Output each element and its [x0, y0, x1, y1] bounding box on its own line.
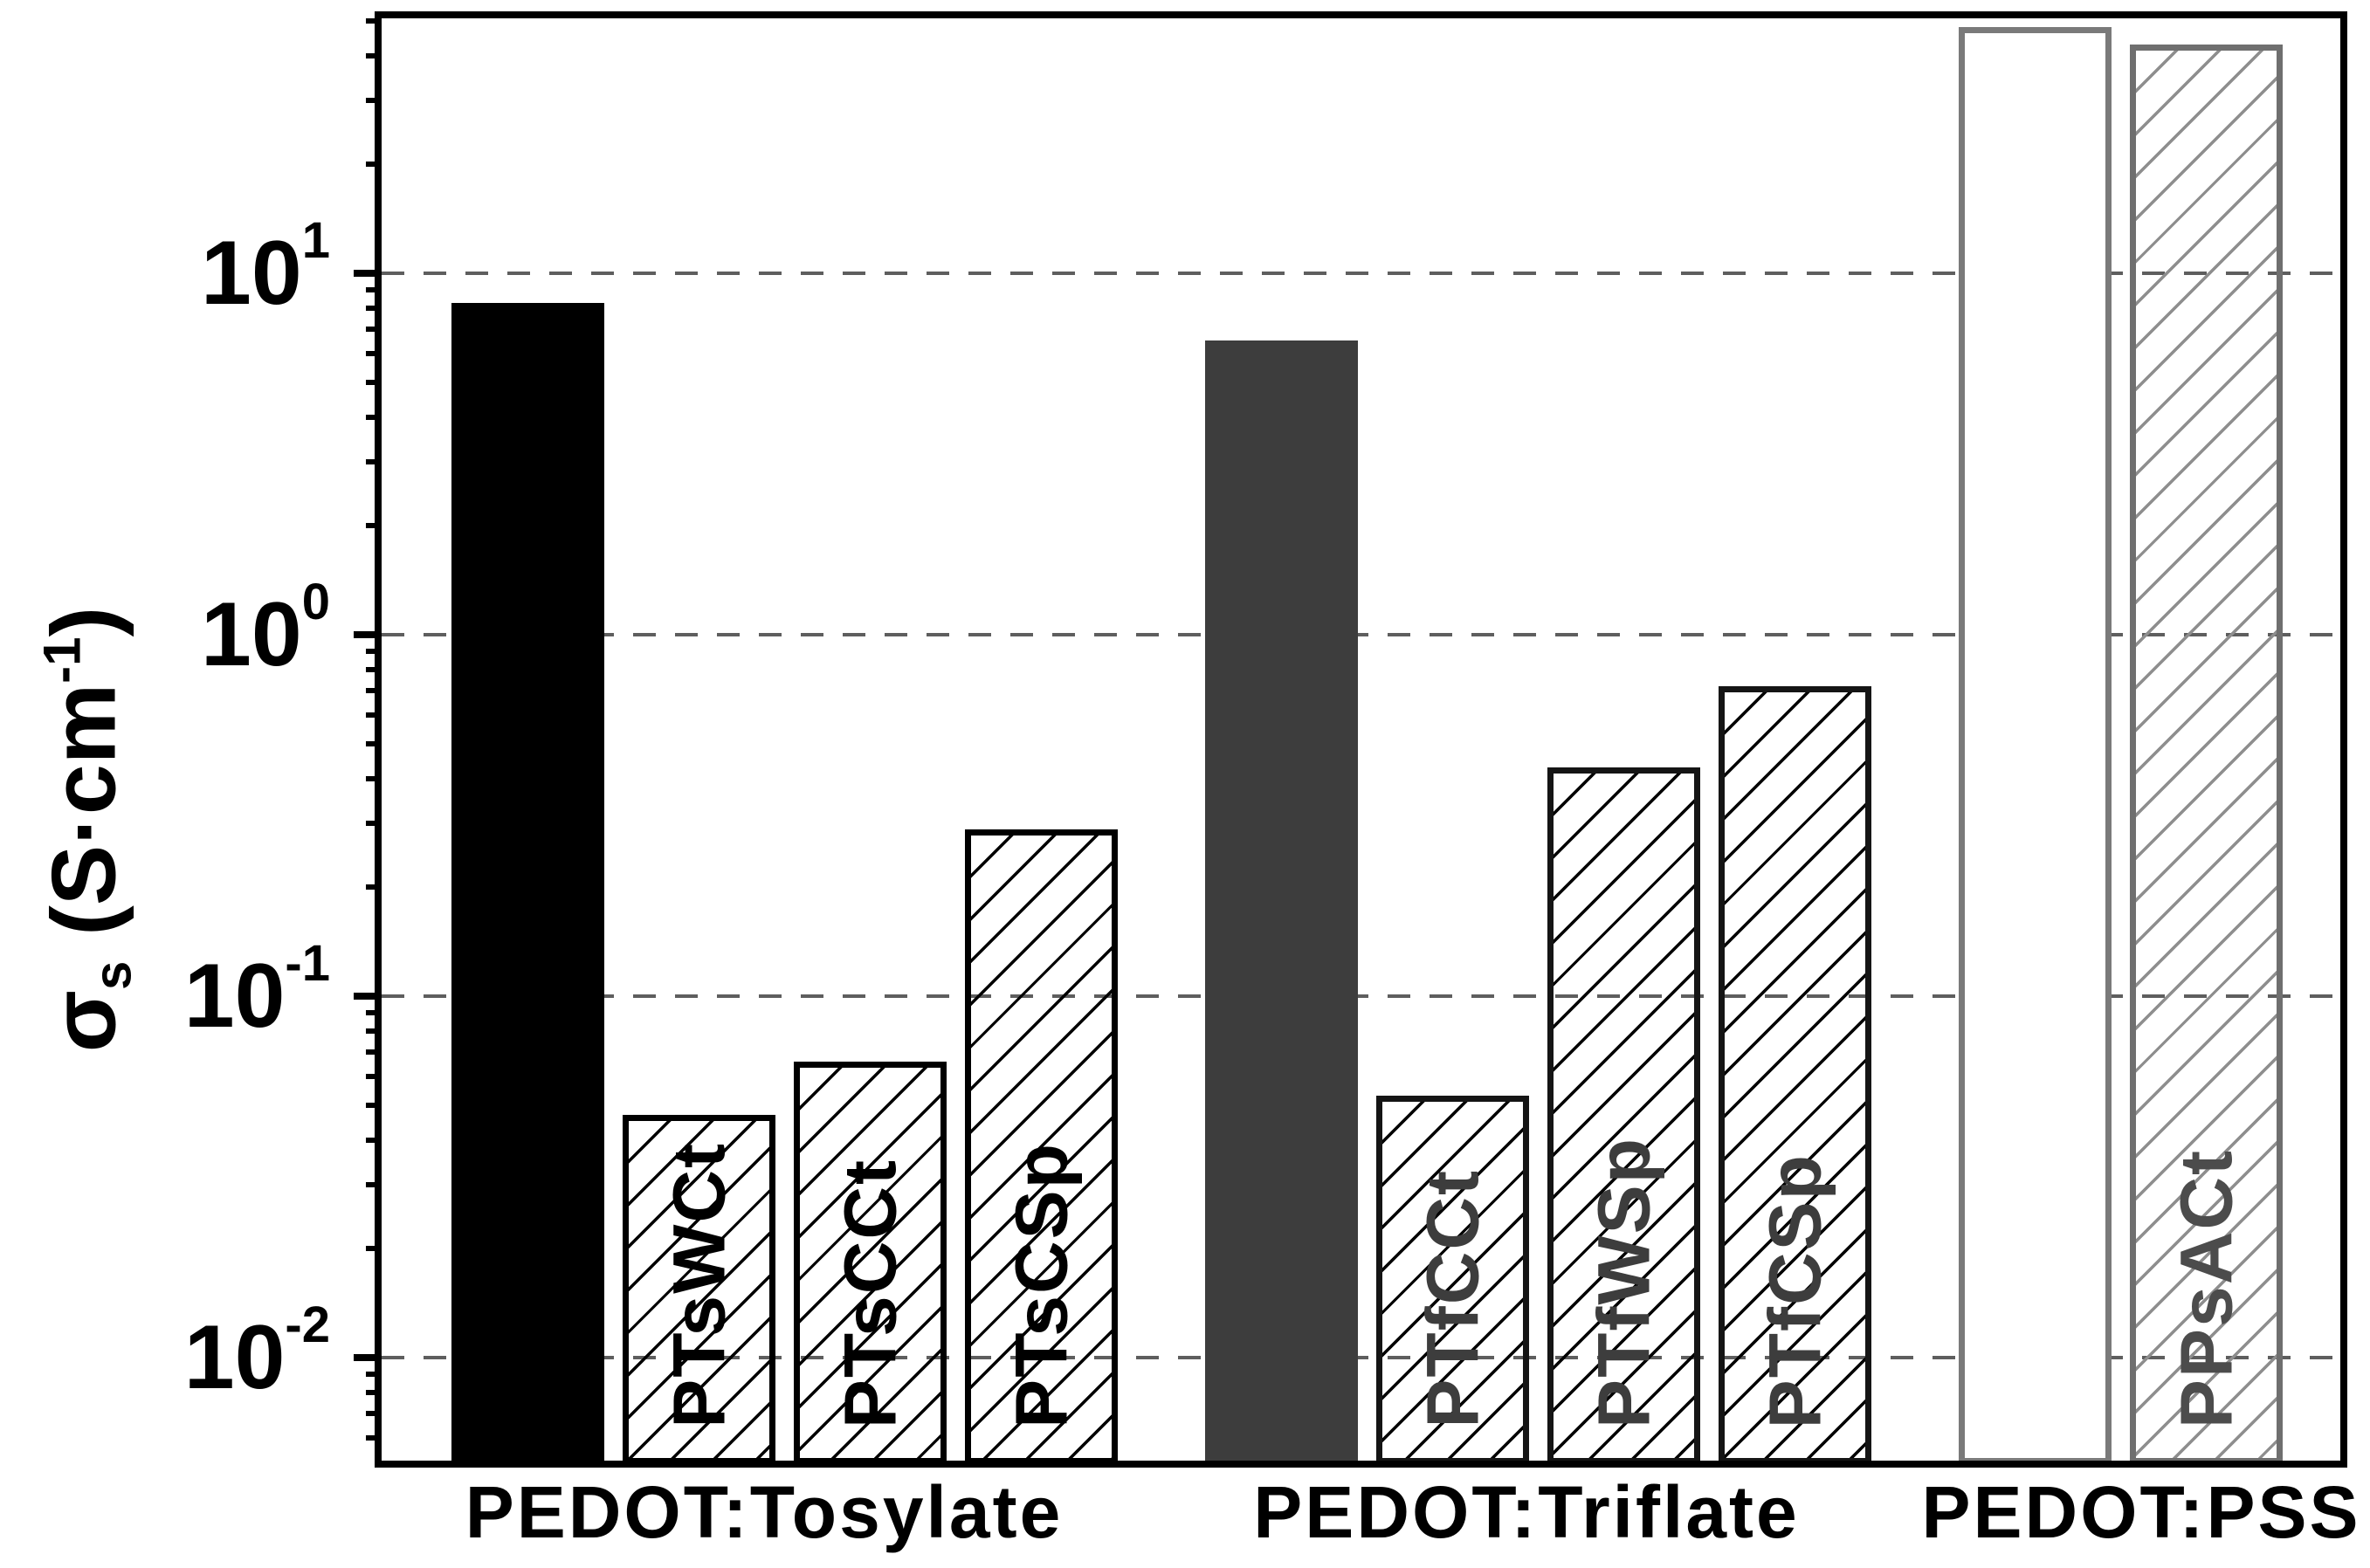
y-minor-tick — [366, 1182, 382, 1188]
gridline — [382, 272, 2340, 275]
bar-PTsWCt: PTsWCt — [623, 1114, 775, 1464]
bar-label: PTfCCt — [1411, 1169, 1493, 1428]
y-minor-tick — [366, 523, 382, 529]
bar-pedot-tosylate — [451, 302, 604, 1464]
y-minor-tick — [366, 1390, 382, 1396]
y-major-tick — [354, 1354, 382, 1361]
y-minor-tick — [366, 775, 382, 781]
bar-label: PTfCSp — [1753, 1152, 1836, 1428]
y-axis-title: σs (S·cm-1) — [32, 607, 143, 1052]
y-axis-title-units: (S·cm — [33, 683, 135, 961]
gridline — [382, 633, 2340, 636]
gridline — [382, 1356, 2340, 1359]
y-tick-label-base: 10 — [183, 946, 286, 1047]
y-minor-tick — [366, 1411, 382, 1417]
y-tick-label: 10 -2 — [183, 1300, 330, 1408]
y-axis-title-superscript: -1 — [32, 636, 92, 684]
y-minor-tick — [366, 327, 382, 333]
y-tick-label-base: 10 — [201, 223, 302, 324]
bar-PPsACt: PPsACt — [2130, 44, 2283, 1464]
y-minor-tick — [366, 379, 382, 385]
bar-label: PPsACt — [2165, 1148, 2247, 1428]
y-minor-tick — [366, 414, 382, 420]
bar-label: PTsWCt — [658, 1142, 740, 1428]
y-minor-tick — [366, 884, 382, 891]
y-minor-tick — [366, 1102, 382, 1108]
y-minor-tick — [366, 648, 382, 654]
y-minor-tick — [366, 1028, 382, 1035]
y-minor-tick — [366, 350, 382, 356]
y-minor-tick — [366, 1073, 382, 1079]
y-minor-tick — [366, 1137, 382, 1143]
y-axis-title-sigma: σ — [33, 990, 135, 1053]
y-major-tick — [354, 631, 382, 638]
y-tick-label-exponent: -2 — [285, 1296, 330, 1353]
x-category-label: PEDOT:Triflate — [1253, 1471, 1800, 1553]
x-category-label: PEDOT:Tosylate — [465, 1471, 1064, 1553]
bar-PTsCCt: PTsCCt — [794, 1061, 947, 1464]
y-tick-label-exponent: 0 — [301, 574, 330, 630]
y-minor-tick — [366, 306, 382, 312]
y-minor-tick — [366, 162, 382, 168]
y-tick-label-base: 10 — [201, 584, 302, 685]
y-minor-tick — [366, 17, 382, 24]
y-minor-tick — [366, 1049, 382, 1056]
bar-PTfWSp: PTfWSp — [1547, 767, 1700, 1464]
y-minor-tick — [366, 98, 382, 104]
x-category-label: PEDOT:PSS — [1921, 1471, 2361, 1553]
y-minor-tick — [366, 667, 382, 673]
bar-label: PTsCCt — [829, 1158, 911, 1428]
y-minor-tick — [366, 688, 382, 694]
bar-pedot-triflate — [1205, 340, 1358, 1464]
y-minor-tick — [366, 712, 382, 718]
y-minor-tick — [366, 1434, 382, 1441]
y-major-tick — [354, 270, 382, 277]
bar-PTfCSp: PTfCSp — [1719, 686, 1871, 1464]
y-axis-title-subscript: s — [83, 960, 142, 991]
y-axis-title-units-close: ) — [33, 606, 135, 637]
bar-PTsCSp: PTsCSp — [965, 829, 1118, 1464]
bar-label: PTsCSp — [1000, 1142, 1082, 1428]
bar-label: PTfWSp — [1582, 1137, 1664, 1428]
bar-PTfCCt: PTfCCt — [1376, 1096, 1529, 1464]
y-minor-tick — [366, 286, 382, 292]
y-minor-tick — [366, 740, 382, 746]
y-tick-label-exponent: 1 — [301, 212, 330, 269]
gridline — [382, 994, 2340, 998]
y-tick-label-exponent: -1 — [285, 935, 330, 992]
y-minor-tick — [366, 1246, 382, 1252]
y-minor-tick — [366, 52, 382, 58]
y-tick-label-base: 10 — [183, 1307, 286, 1408]
y-minor-tick — [366, 1009, 382, 1015]
y-tick-label: 10 1 — [201, 216, 330, 324]
y-minor-tick — [366, 1371, 382, 1377]
bar-pedot-pss — [1959, 26, 2112, 1464]
y-minor-tick — [366, 459, 382, 465]
y-minor-tick — [366, 821, 382, 827]
y-tick-label: 10 -1 — [183, 939, 330, 1047]
y-major-tick — [354, 993, 382, 1000]
y-tick-label: 10 0 — [201, 577, 330, 685]
